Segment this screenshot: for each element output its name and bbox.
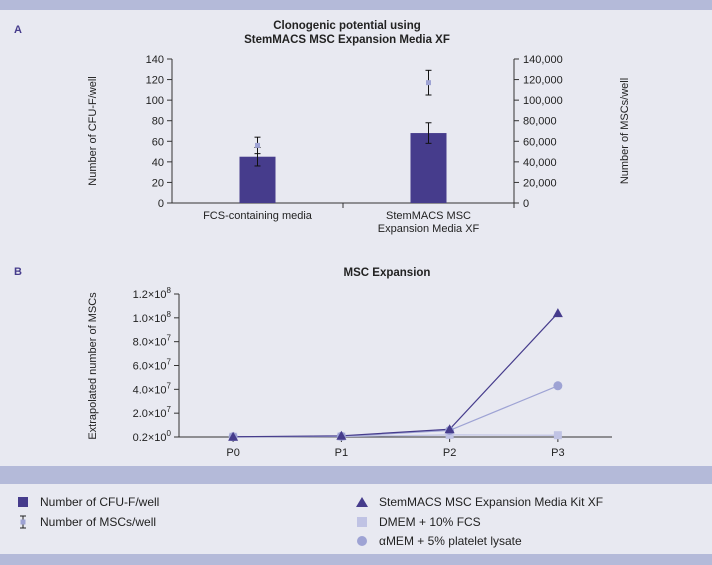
chart-b: 0.2×100 2.0×107 4.0×107 6.0×107 8.0×107 1.0×1… bbox=[133, 286, 612, 459]
panel-a-title-line2: StemMACS MSC Expansion Media XF bbox=[244, 34, 450, 46]
y-tick-label: 8.0×107 bbox=[133, 334, 172, 349]
panel-b-letter: B bbox=[14, 266, 22, 278]
legend-item-dmem: DMEM + 10% FCS bbox=[355, 515, 481, 529]
right-y-tick-label: 0 bbox=[523, 198, 529, 210]
left-y-tick-label: 0 bbox=[158, 198, 164, 210]
x-tick-label: P1 bbox=[335, 447, 348, 459]
bottom-band bbox=[0, 554, 712, 565]
y-tick-label: 6.0×107 bbox=[133, 358, 172, 373]
y-tick-label: 2.0×107 bbox=[133, 405, 172, 420]
panel-b-title: MSC Expansion bbox=[344, 267, 431, 279]
msc-point bbox=[255, 142, 260, 148]
legend-band bbox=[0, 466, 712, 484]
chart-a: 0 20 40 60 80 100 120 140 0 20,000 40,000 60,000 80,… bbox=[146, 54, 563, 235]
x-tick-label: FCS-containing media bbox=[203, 210, 313, 222]
cfu-bar bbox=[410, 133, 447, 203]
amem-point bbox=[553, 381, 563, 391]
right-y-tick-label: 60,000 bbox=[523, 136, 557, 148]
panel-a-ylabel-right: Number of MSCs/well bbox=[619, 78, 631, 184]
msc-point bbox=[426, 80, 431, 86]
legend-label: DMEM + 10% FCS bbox=[379, 515, 481, 529]
panel-a-title-line1: Clonogenic potential using bbox=[273, 20, 421, 32]
left-y-tick-label: 40 bbox=[152, 157, 164, 169]
chart-panel: A Clonogenic potential using StemMACS MS… bbox=[0, 10, 712, 466]
legend-item-mscs: Number of MSCs/well bbox=[16, 515, 156, 529]
left-y-tick-label: 100 bbox=[146, 95, 164, 107]
legend: Number of CFU-F/well Number of MSCs/well… bbox=[0, 484, 712, 554]
left-y-tick-label: 80 bbox=[152, 116, 164, 128]
right-y-tick-label: 40,000 bbox=[523, 157, 557, 169]
y-tick-label: 1.0×108 bbox=[133, 310, 172, 325]
legend-circle-swatch bbox=[355, 534, 369, 548]
panel-a-ylabel-left: Number of CFU-F/well bbox=[87, 76, 99, 185]
legend-label: Number of CFU-F/well bbox=[40, 495, 160, 509]
stemmacs-line bbox=[233, 312, 559, 438]
legend-item-stemmacs: StemMACS MSC Expansion Media Kit XF bbox=[355, 495, 603, 509]
top-band bbox=[0, 0, 712, 10]
right-y-tick-label: 20,000 bbox=[523, 177, 557, 189]
right-y-tick-label: 80,000 bbox=[523, 116, 557, 128]
left-y-tick-label: 20 bbox=[152, 177, 164, 189]
y-tick-label: 0.2×100 bbox=[133, 429, 172, 444]
stemmacs-point bbox=[336, 430, 347, 440]
x-tick-label: P2 bbox=[443, 447, 456, 459]
right-y-tick-label: 140,000 bbox=[523, 54, 563, 66]
legend-item-cfu: Number of CFU-F/well bbox=[16, 495, 159, 509]
chart-svg: A Clonogenic potential using StemMACS MS… bbox=[14, 20, 631, 459]
amem-line bbox=[233, 385, 559, 438]
dmem-point bbox=[553, 431, 562, 440]
legend-triangle-swatch bbox=[355, 495, 369, 509]
x-tick-label: P3 bbox=[551, 447, 564, 459]
legend-label: Number of MSCs/well bbox=[40, 515, 157, 529]
left-y-tick-label: 140 bbox=[146, 54, 164, 66]
stemmacs-point bbox=[552, 308, 563, 318]
y-tick-label: 1.2×108 bbox=[133, 286, 172, 301]
panel-b-ylabel: Extrapolated number of MSCs bbox=[87, 292, 99, 440]
stemmacs-point bbox=[228, 431, 239, 441]
right-y-tick-label: 120,000 bbox=[523, 75, 563, 87]
legend-label: αMEM + 5% platelet lysate bbox=[379, 534, 522, 548]
right-y-tick-label: 100,000 bbox=[523, 95, 563, 107]
panel-a-letter: A bbox=[14, 24, 22, 36]
left-y-tick-label: 60 bbox=[152, 136, 164, 148]
legend-bar-swatch bbox=[16, 495, 30, 509]
legend-square-swatch bbox=[355, 515, 369, 529]
legend-errorbar-swatch bbox=[16, 515, 30, 529]
x-tick-label: P0 bbox=[226, 447, 239, 459]
y-tick-label: 4.0×107 bbox=[133, 381, 172, 396]
left-y-tick-label: 120 bbox=[146, 75, 164, 87]
legend-item-amem: αMEM + 5% platelet lysate bbox=[355, 534, 522, 548]
stemmacs-point bbox=[444, 424, 455, 434]
x-tick-label: StemMACS MSC bbox=[386, 210, 471, 222]
x-tick-label: Expansion Media XF bbox=[378, 223, 480, 235]
legend-label: StemMACS MSC Expansion Media Kit XF bbox=[379, 495, 604, 509]
